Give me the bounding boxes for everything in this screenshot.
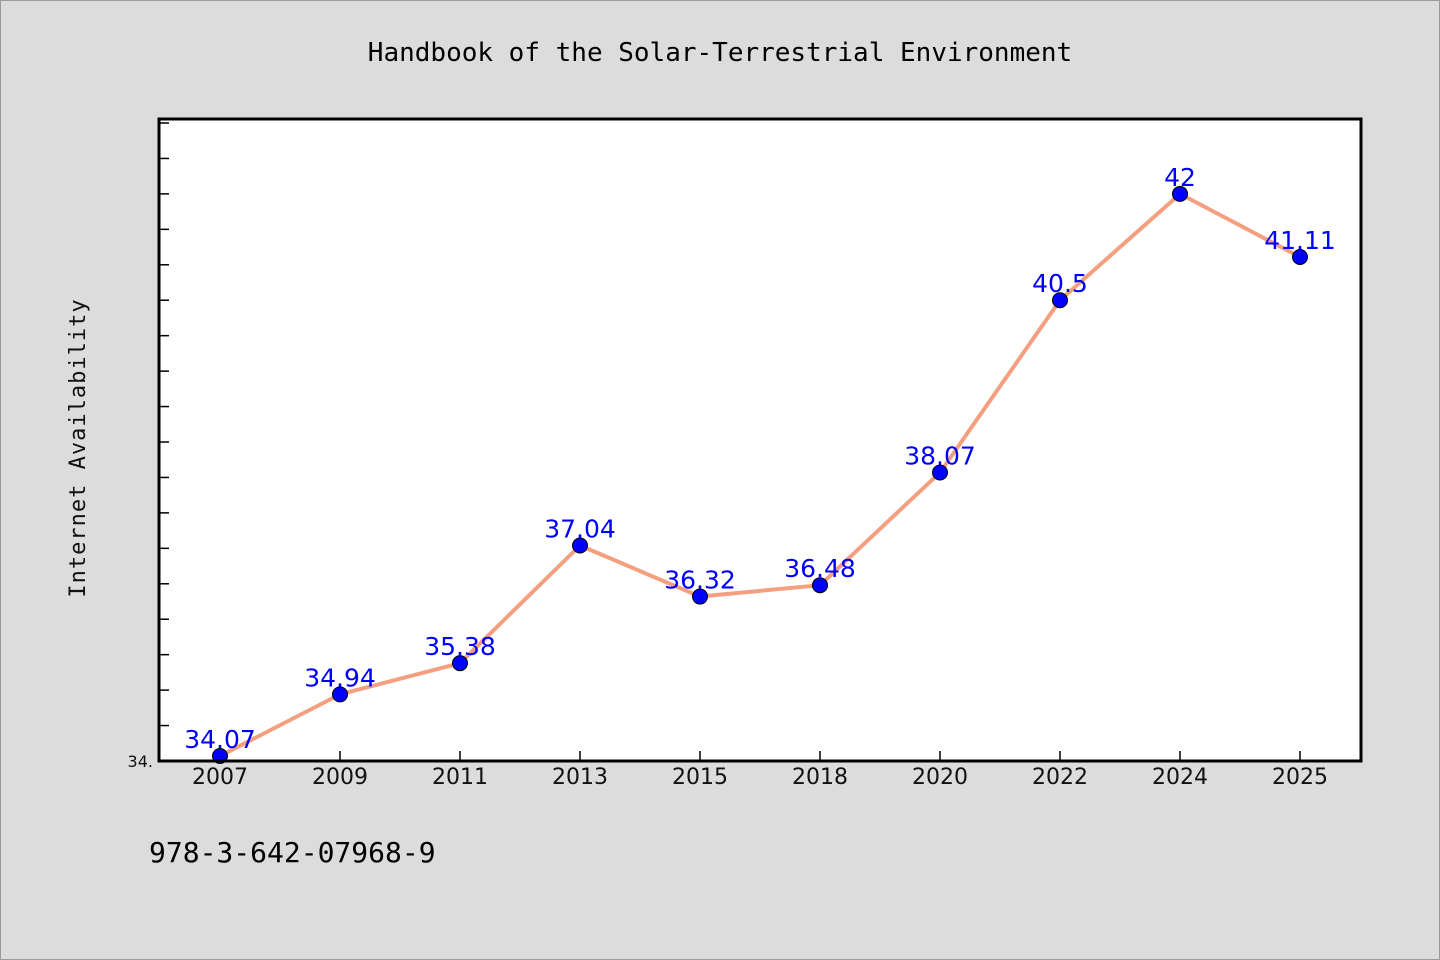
data-point [572,537,588,554]
x-tick-label: 2020 [912,765,968,790]
series-line [218,191,1302,759]
data-labels: 34.07 34.94 35.38 37.04 36.32 36.48 38.07 40.5 4… [184,163,1336,754]
y-axis-ticks [159,122,169,762]
data-point [692,588,708,605]
x-tick-label: 2022 [1032,765,1088,790]
data-label: 38.07 [904,441,976,470]
data-point [1172,185,1188,202]
plot-border [157,117,1363,763]
data-point [1052,292,1068,309]
data-label: 35.38 [424,632,496,661]
x-tick-label: 2018 [792,765,848,790]
data-label: 42 [1164,163,1196,192]
x-tick-label: 2024 [1152,765,1208,790]
y-axis-label: Internet Availability [66,298,91,597]
x-tick-label: 2009 [312,765,368,790]
x-tick-label: 2025 [1272,765,1328,790]
data-point [452,655,468,672]
x-tick-label: 2007 [192,765,248,790]
data-label: 34.07 [184,725,256,754]
data-label: 34.94 [304,663,376,692]
data-point [332,686,348,703]
data-label: 36.48 [784,554,856,583]
x-tick-label: 2013 [552,765,608,790]
data-label: 41.11 [1264,226,1336,255]
series-markers [212,185,1308,765]
data-point [812,577,828,594]
data-point [932,464,948,481]
y-tick-label: 34. [128,752,153,771]
chart-title: Handbook of the Solar-Terrestrial Enviro… [368,38,1072,68]
data-label: 40.5 [1032,269,1088,298]
data-label: 37.04 [544,514,616,543]
isbn-text: 978-3-642-07968-9 [149,836,436,869]
plot-area [159,119,1361,761]
x-axis-ticks: 2007 2009 2011 2013 2015 2018 2020 2022 2024 2025 [192,751,1328,790]
data-point [1292,248,1308,265]
x-tick-label: 2011 [432,765,488,790]
data-label: 36.32 [664,566,736,595]
x-tick-label: 2015 [672,765,728,790]
